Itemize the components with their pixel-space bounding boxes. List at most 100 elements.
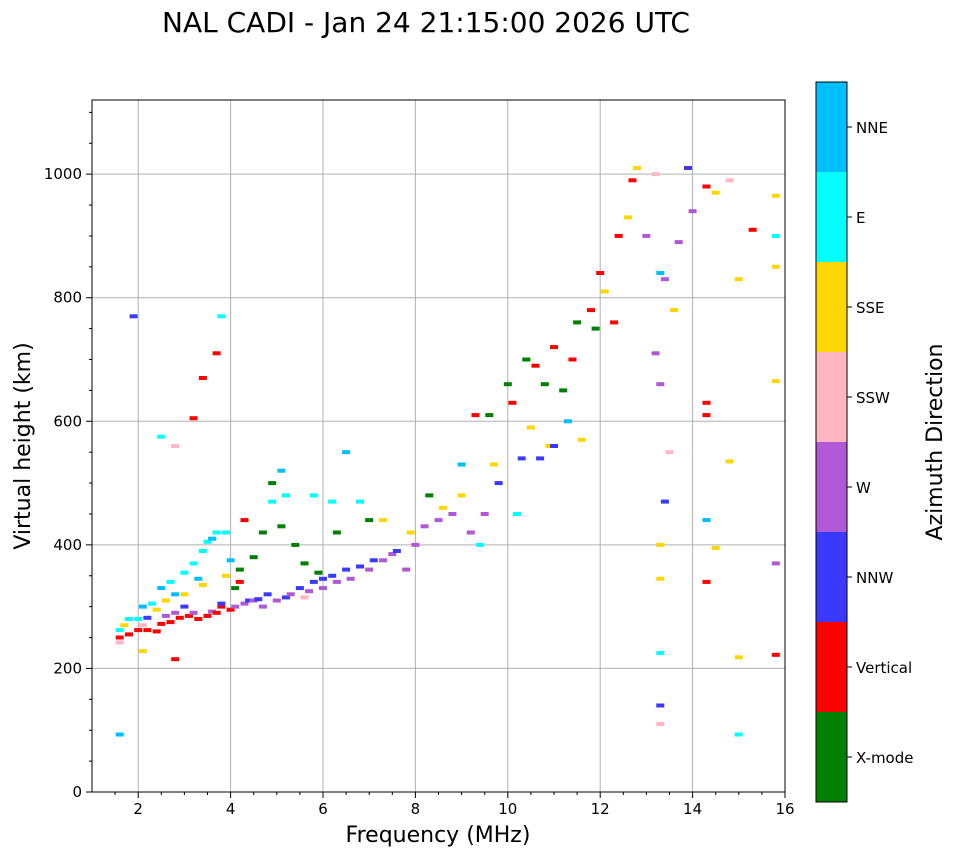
echo-mark <box>212 530 221 535</box>
plot-area <box>92 100 785 792</box>
colorbar-segment <box>816 82 847 172</box>
echo-mark <box>660 277 669 282</box>
echo-mark <box>448 512 457 516</box>
echo-mark <box>702 579 711 584</box>
echo-mark <box>217 314 226 319</box>
echo-mark <box>577 437 586 442</box>
colorbar-tick-label: NNE <box>856 119 888 137</box>
echo-mark <box>277 524 286 529</box>
echo-mark <box>642 233 651 238</box>
echo-mark <box>138 649 147 654</box>
echo-mark <box>240 601 249 606</box>
echo-mark <box>138 623 147 628</box>
echo-mark <box>212 351 221 356</box>
x-axis-label: Frequency (MHz) <box>346 823 531 848</box>
azimuth-colorbar: NNE E SSE SSW W NNW Vertical X-mode <box>815 81 913 803</box>
echo-mark <box>411 542 420 547</box>
echo-mark <box>346 576 355 581</box>
echo-mark <box>305 589 314 594</box>
echo-mark <box>494 481 503 486</box>
echo-mark <box>263 592 272 597</box>
echo-mark <box>300 595 309 600</box>
echo-mark <box>540 382 549 387</box>
y-tick-label: 800 <box>53 289 82 307</box>
echo-mark <box>392 549 401 553</box>
colorbar-tick-label: NNW <box>856 569 893 587</box>
chart-title: NAL CADI - Jan 24 21:15:00 2026 UTC <box>162 6 690 39</box>
echo-mark <box>226 607 235 612</box>
echo-mark <box>222 530 230 535</box>
echo-mark <box>166 620 175 625</box>
x-axis-ticks: 2 4 6 8 10 12 14 16 <box>114 792 795 818</box>
y-axis-ticks: 0 200 400 600 800 1000 <box>44 111 92 801</box>
colorbar-tick-label: SSW <box>856 389 890 407</box>
colorbar-segment <box>816 442 847 532</box>
echo-mark <box>148 601 157 606</box>
echo-mark <box>457 493 466 498</box>
echo-mark <box>651 351 660 356</box>
colorbar-label: Azimuth Direction <box>923 343 948 540</box>
echo-mark <box>711 545 720 550</box>
echo-mark <box>134 617 143 621</box>
echo-mark <box>185 613 193 618</box>
grid-lines <box>92 100 785 792</box>
colorbar-tick-label: Vertical <box>856 659 912 677</box>
echo-mark <box>568 357 577 362</box>
echo-mark <box>503 382 512 387</box>
echo-mark <box>268 499 277 504</box>
echo-mark <box>633 166 642 170</box>
echo-mark <box>402 567 411 572</box>
echo-mark <box>138 604 147 609</box>
echo-mark <box>231 604 240 609</box>
echo-mark <box>282 595 290 600</box>
echo-mark <box>125 617 133 621</box>
echo-mark <box>194 617 203 621</box>
echo-mark <box>369 558 378 563</box>
y-tick-label: 0 <box>72 783 82 801</box>
colorbar-segment <box>816 172 847 262</box>
echo-mark <box>771 233 780 238</box>
echo-mark <box>734 655 743 660</box>
echo-mark <box>522 357 531 362</box>
colorbar-tick-label: SSE <box>856 299 885 317</box>
echo-mark <box>309 579 318 584</box>
echo-mark <box>194 576 203 581</box>
echo-mark <box>120 623 129 628</box>
echo-mark <box>157 434 166 439</box>
echo-mark <box>258 604 267 609</box>
echo-mark <box>203 613 212 618</box>
echo-mark <box>623 215 632 220</box>
echo-mark <box>300 561 309 566</box>
y-tick-label: 200 <box>53 659 82 677</box>
echo-mark <box>295 586 304 591</box>
x-tick-label: 12 <box>591 800 610 818</box>
colorbar-tick-label: X-mode <box>856 749 913 767</box>
echo-mark <box>531 363 540 368</box>
echo-mark <box>356 499 364 504</box>
echo-mark <box>328 499 337 504</box>
echo-mark <box>240 518 249 523</box>
echo-mark <box>379 518 388 523</box>
echo-mark <box>314 570 323 575</box>
echo-mark <box>485 413 494 418</box>
echo-mark <box>748 227 757 232</box>
echo-mark <box>771 379 780 384</box>
echo-mark <box>406 530 415 535</box>
echo-mark <box>513 512 521 516</box>
x-tick-label: 6 <box>318 800 328 818</box>
echo-mark <box>489 462 498 467</box>
echo-mark <box>656 576 665 581</box>
echo-mark <box>702 400 711 405</box>
echo-mark <box>651 172 660 177</box>
echo-mark <box>771 193 780 198</box>
echo-mark <box>476 542 485 547</box>
echo-mark <box>656 651 665 655</box>
echo-mark <box>342 450 351 455</box>
echo-mark <box>254 597 263 602</box>
echo-mark <box>508 400 517 405</box>
echo-mark <box>125 632 133 637</box>
echo-mark <box>319 586 327 591</box>
echo-mark <box>559 388 568 393</box>
